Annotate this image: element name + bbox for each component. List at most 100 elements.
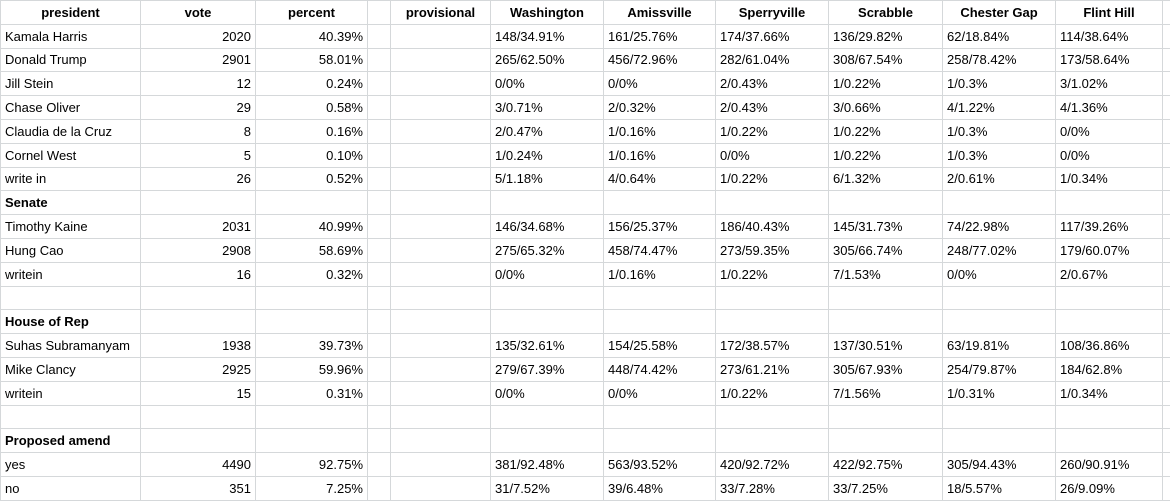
cell[interactable]: 5/1.18% <box>491 167 604 191</box>
cell-empty[interactable] <box>943 191 1056 215</box>
cell[interactable]: 2925 <box>141 357 256 381</box>
cell[interactable]: 92.75% <box>256 453 368 477</box>
cell[interactable]: 148/34.91% <box>491 24 604 48</box>
cell[interactable]: 117/39.26% <box>1056 215 1163 239</box>
cell-empty[interactable] <box>368 119 391 143</box>
cell-empty[interactable] <box>829 405 943 429</box>
cell-empty[interactable] <box>716 191 829 215</box>
cell[interactable]: 456/72.96% <box>604 48 716 72</box>
cell-empty[interactable] <box>368 72 391 96</box>
cell[interactable]: 2901 <box>141 48 256 72</box>
cell[interactable]: 282/61.04% <box>716 48 829 72</box>
cell-empty[interactable] <box>604 429 716 453</box>
cell[interactable]: 137/30.51% <box>829 334 943 358</box>
cell-empty[interactable] <box>491 191 604 215</box>
cell[interactable]: 2/0.43% <box>716 96 829 120</box>
cell[interactable]: 0/0% <box>716 143 829 167</box>
cell[interactable]: 39.73% <box>256 334 368 358</box>
cell[interactable]: House of Rep <box>1 310 141 334</box>
cell[interactable]: 74/22.98% <box>943 215 1056 239</box>
cell[interactable]: 18/5.57% <box>943 476 1056 500</box>
cell[interactable]: 2/0.67% <box>1056 262 1163 286</box>
cell-empty[interactable] <box>391 334 491 358</box>
cell[interactable]: write in <box>1 167 141 191</box>
cell[interactable]: 33/7.28% <box>716 476 829 500</box>
cell-empty[interactable] <box>716 310 829 334</box>
cell[interactable]: 308/67.54% <box>829 48 943 72</box>
cell[interactable]: 154/25.58% <box>604 334 716 358</box>
cell-empty[interactable] <box>1163 476 1170 500</box>
cell-empty[interactable] <box>391 167 491 191</box>
column-header-chester-gap[interactable]: Chester Gap <box>943 1 1056 25</box>
cell[interactable]: 305/67.93% <box>829 357 943 381</box>
cell[interactable]: Hung Cao <box>1 238 141 262</box>
cell[interactable]: Senate <box>1 191 141 215</box>
cell[interactable]: 39/6.48% <box>604 476 716 500</box>
cell-empty[interactable] <box>368 405 391 429</box>
cell-empty[interactable] <box>1 286 141 310</box>
column-header-empty[interactable] <box>368 1 391 25</box>
cell[interactable]: 0.58% <box>256 96 368 120</box>
column-header-sperryville[interactable]: Sperryville <box>716 1 829 25</box>
cell-empty[interactable] <box>1163 119 1170 143</box>
cell[interactable]: 351 <box>141 476 256 500</box>
cell[interactable]: 0/0% <box>1056 143 1163 167</box>
cell[interactable]: 1/0.16% <box>604 119 716 143</box>
cell[interactable]: 4/1.36% <box>1056 96 1163 120</box>
cell[interactable]: 1/0.34% <box>1056 381 1163 405</box>
cell[interactable]: 458/74.47% <box>604 238 716 262</box>
cell-empty[interactable] <box>1163 48 1170 72</box>
cell-empty[interactable] <box>829 286 943 310</box>
cell-empty[interactable] <box>368 357 391 381</box>
cell[interactable]: 26 <box>141 167 256 191</box>
cell[interactable]: 40.39% <box>256 24 368 48</box>
cell-empty[interactable] <box>491 310 604 334</box>
cell-empty[interactable] <box>368 334 391 358</box>
cell-empty[interactable] <box>716 286 829 310</box>
cell-empty[interactable] <box>141 429 256 453</box>
cell-empty[interactable] <box>391 262 491 286</box>
cell[interactable]: 1/0.16% <box>604 143 716 167</box>
cell[interactable]: 0/0% <box>491 381 604 405</box>
cell[interactable]: 2031 <box>141 215 256 239</box>
cell[interactable]: 2/0.32% <box>604 96 716 120</box>
cell-empty[interactable] <box>391 476 491 500</box>
cell[interactable]: 1/0.22% <box>829 119 943 143</box>
cell-empty[interactable] <box>1163 429 1170 453</box>
cell-empty[interactable] <box>391 119 491 143</box>
cell-empty[interactable] <box>391 310 491 334</box>
cell-empty[interactable] <box>391 381 491 405</box>
cell[interactable]: 4/1.22% <box>943 96 1056 120</box>
cell[interactable]: 40.99% <box>256 215 368 239</box>
cell[interactable]: 0.52% <box>256 167 368 191</box>
cell[interactable]: Cornel West <box>1 143 141 167</box>
cell-empty[interactable] <box>368 48 391 72</box>
cell[interactable]: 305/94.43% <box>943 453 1056 477</box>
cell-empty[interactable] <box>391 429 491 453</box>
cell[interactable]: 8 <box>141 119 256 143</box>
cell-empty[interactable] <box>1163 215 1170 239</box>
cell[interactable]: 161/25.76% <box>604 24 716 48</box>
cell-empty[interactable] <box>1163 357 1170 381</box>
cell-empty[interactable] <box>391 24 491 48</box>
cell[interactable]: 3/0.66% <box>829 96 943 120</box>
cell[interactable]: 7.25% <box>256 476 368 500</box>
cell-empty[interactable] <box>141 286 256 310</box>
cell-empty[interactable] <box>256 191 368 215</box>
cell[interactable]: Suhas Subramanyam <box>1 334 141 358</box>
cell-empty[interactable] <box>391 96 491 120</box>
cell[interactable]: 173/58.64% <box>1056 48 1163 72</box>
cell[interactable]: 5 <box>141 143 256 167</box>
cell-empty[interactable] <box>391 357 491 381</box>
cell[interactable]: 1/0.3% <box>943 119 1056 143</box>
cell[interactable]: yes <box>1 453 141 477</box>
cell[interactable]: 254/79.87% <box>943 357 1056 381</box>
cell[interactable]: 62/18.84% <box>943 24 1056 48</box>
cell-empty[interactable] <box>368 262 391 286</box>
cell-empty[interactable] <box>716 405 829 429</box>
cell-empty[interactable] <box>256 310 368 334</box>
cell-empty[interactable] <box>1 405 141 429</box>
cell[interactable]: 6/1.32% <box>829 167 943 191</box>
cell[interactable]: 1/0.22% <box>829 72 943 96</box>
cell-empty[interactable] <box>1163 310 1170 334</box>
